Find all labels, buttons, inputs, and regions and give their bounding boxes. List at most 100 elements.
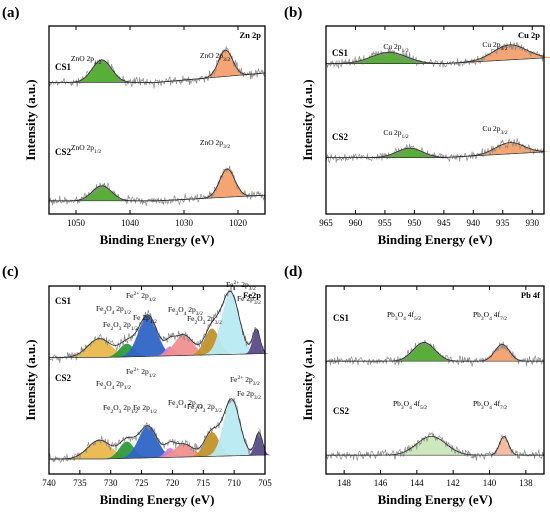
peak-label: Fe 2p1/2 xyxy=(133,403,157,415)
chart-panel-b: (b) Cu 2p CS1 Cu 2p1/2 Cu 2p3/2 CS2 Cu 2p1/2 Cu… xyxy=(284,5,550,247)
fit-envelope-line xyxy=(49,168,266,202)
x-axis-title: Binding Energy (eV) xyxy=(100,492,215,507)
fit-envelope-line xyxy=(326,341,544,362)
series-label-cs2: CS2 xyxy=(332,132,349,142)
peak-label: Pb3O4 4f5/2 xyxy=(387,310,421,322)
x-tick-label: 935 xyxy=(496,218,510,228)
raw-spectrum-line xyxy=(325,41,545,69)
x-tick-label: 710 xyxy=(227,478,241,488)
peak-fill xyxy=(118,315,178,358)
x-tick-label: 735 xyxy=(73,478,87,488)
chart-panel-d: (d) Pb 4f CS1 Pb3O4 4f5/2 Pb3O4 4f7/2 CS2 Pb3O… xyxy=(284,264,545,507)
x-tick-label: 720 xyxy=(166,478,180,488)
peak-fill xyxy=(203,50,248,79)
x-tick-label: 960 xyxy=(349,218,363,228)
raw-spectrum-line xyxy=(325,339,545,367)
element-title: Cu 2p xyxy=(518,30,540,40)
peak-label: Fe2O3 2p3/2 xyxy=(187,402,222,414)
x-tick-label: 146 xyxy=(374,478,388,488)
peak-label: Fe3O4 2p3/2 xyxy=(168,305,203,317)
peak-label: Cu 2p1/2 xyxy=(383,128,408,140)
series-label-cs1: CS1 xyxy=(55,62,72,72)
x-tick-label: 715 xyxy=(197,478,211,488)
peak-label: ZnO 2p3/2 xyxy=(200,51,230,63)
series-label-cs2: CS2 xyxy=(55,373,72,383)
x-tick-label: 1040 xyxy=(121,218,140,228)
fit-envelope-line xyxy=(49,290,266,358)
panel-label: (c) xyxy=(2,264,19,280)
peak-label: Fe2O3 2p1/2 xyxy=(103,320,138,332)
peak-label: Fe 2p1/2 xyxy=(133,313,157,325)
element-title: Pb 4f xyxy=(521,290,540,300)
series-label-cs2: CS2 xyxy=(333,406,350,416)
x-tick-label: 148 xyxy=(337,478,351,488)
y-axis-title: Intensity (a.u.) xyxy=(300,79,315,160)
peak-label: Fe 2p3/2 xyxy=(237,389,261,401)
x-tick-label: 1030 xyxy=(175,218,194,228)
x-tick-label: 138 xyxy=(519,478,533,488)
peak-label: Fe2+ 2p3/2 xyxy=(230,375,260,387)
peak-label: Fe2+ 2p3/2 xyxy=(226,280,256,292)
element-title: Zn 2p xyxy=(240,30,262,40)
x-axis-title: Binding Energy (eV) xyxy=(100,232,215,247)
peak-label: Pb3O4 4f7/2 xyxy=(473,310,507,322)
raw-spectrum-line xyxy=(48,396,266,463)
peak-label: Pb3O4 4f7/2 xyxy=(473,399,507,411)
y-axis-title: Intensity (a.u.) xyxy=(300,339,315,420)
x-tick-label: 730 xyxy=(104,478,118,488)
panel-label: (b) xyxy=(284,5,302,21)
x-tick-label: 142 xyxy=(446,478,460,488)
series-label-cs2: CS2 xyxy=(55,147,72,157)
x-tick-label: 945 xyxy=(437,218,451,228)
peak-label: Cu 2p1/2 xyxy=(383,42,408,54)
x-tick-label: 940 xyxy=(467,218,481,228)
peak-fill xyxy=(384,436,478,456)
x-tick-label: 725 xyxy=(135,478,149,488)
plot-frame xyxy=(48,285,266,475)
x-tick-label: 144 xyxy=(410,478,424,488)
series-label-cs1: CS1 xyxy=(55,296,72,306)
peak-label: Fe3O4 2p3/2 xyxy=(168,398,203,410)
panel-label: (a) xyxy=(2,5,20,21)
peak-fill xyxy=(70,59,133,83)
fit-envelope-line xyxy=(326,44,545,64)
x-tick-label: 930 xyxy=(525,218,539,228)
fit-envelope-line xyxy=(326,436,544,456)
peak-label: Pb3O4 4f5/2 xyxy=(393,399,427,411)
fit-envelope-line xyxy=(326,142,545,158)
series-label-cs1: CS1 xyxy=(332,48,349,58)
peak-label: Cu 2p3/2 xyxy=(482,124,507,136)
peak-label: Fe 2p3/2 xyxy=(237,294,261,306)
series-label-cs1: CS1 xyxy=(333,313,350,323)
peak-label: ZnO 2p1/2 xyxy=(71,54,101,66)
x-tick-label: 1020 xyxy=(229,218,248,228)
peak-label: Fe2+ 2p1/2 xyxy=(126,367,156,379)
plot-frame xyxy=(325,25,545,215)
fit-envelope-line xyxy=(49,398,266,460)
x-tick-label: 950 xyxy=(408,218,422,228)
peak-label: Fe3O4 2p1/2 xyxy=(96,379,131,391)
peak-label: Cu 2p3/2 xyxy=(482,40,507,52)
x-axis-title: Binding Energy (eV) xyxy=(378,232,493,247)
peak-fill xyxy=(457,44,550,63)
x-tick-label: 740 xyxy=(42,478,56,488)
x-tick-label: 955 xyxy=(378,218,392,228)
plot-frame xyxy=(325,285,545,475)
element-title: Fe2p xyxy=(243,290,261,300)
x-axis-title: Binding Energy (eV) xyxy=(378,492,493,507)
fit-envelope-line xyxy=(49,49,266,83)
peak-label: ZnO 2p1/2 xyxy=(71,143,101,155)
background-line xyxy=(49,454,265,460)
x-tick-label: 705 xyxy=(258,478,272,488)
peak-label: ZnO 2p3/2 xyxy=(200,138,230,150)
y-axis-title: Intensity (a.u.) xyxy=(23,339,38,420)
peak-label: Fe2O3 2p1/2 xyxy=(103,403,138,415)
peak-fill xyxy=(203,169,252,199)
peak-label: Fe3O4 2p1/2 xyxy=(96,304,131,316)
background-line xyxy=(49,353,265,358)
y-axis-title: Intensity (a.u.) xyxy=(23,79,38,160)
x-tick-label: 965 xyxy=(319,218,333,228)
plot-frame xyxy=(48,25,266,215)
